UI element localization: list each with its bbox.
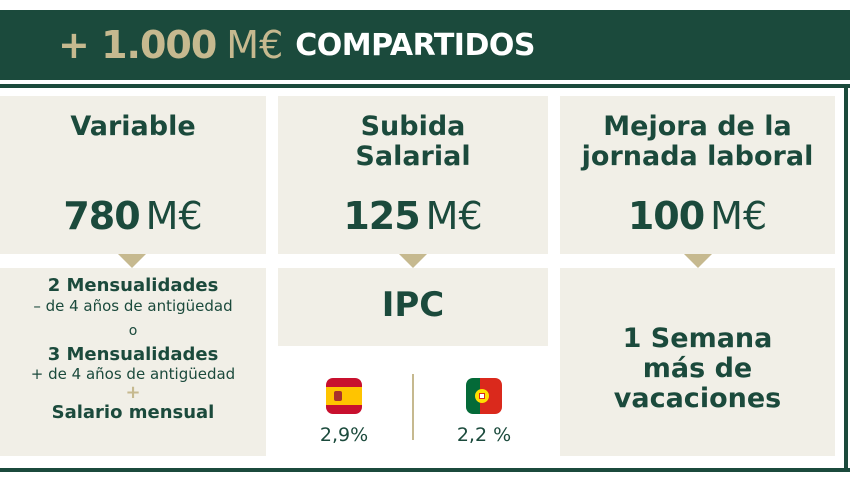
salary-raise-card: Subida Salarial 125 M€ bbox=[278, 96, 548, 254]
frame-right-border bbox=[844, 84, 848, 472]
ipc-label: IPC bbox=[381, 285, 445, 325]
salary-raise-title: Subida Salarial bbox=[355, 111, 471, 173]
portugal-flag-icon bbox=[466, 378, 502, 414]
portugal-percentage: 2,2 % bbox=[456, 424, 512, 446]
header-banner: + 1.000 M€ COMPARTIDOS bbox=[0, 10, 850, 80]
variable-title: Variable bbox=[70, 111, 196, 142]
vacation-card: 1 Semana más de vacaciones bbox=[560, 268, 835, 456]
workday-arrow-icon bbox=[684, 254, 712, 268]
workday-title: Mejora de la jornada laboral bbox=[581, 111, 814, 173]
ipc-card: IPC bbox=[278, 268, 548, 346]
header-unit: M€ bbox=[226, 23, 284, 67]
salary-raise-unit: M€ bbox=[425, 194, 483, 238]
variable-card: Variable 780 M€ bbox=[0, 96, 266, 254]
detail-three-payments-note: + de 4 años de antigüedad bbox=[30, 365, 236, 384]
variable-unit: M€ bbox=[145, 194, 203, 238]
content-frame bbox=[0, 84, 850, 472]
header-amount: + 1.000 bbox=[58, 23, 217, 67]
variable-details-list: 2 Mensualidades – de 4 años de antigüeda… bbox=[0, 268, 266, 424]
spain-percentage: 2,9% bbox=[319, 424, 369, 446]
detail-two-payments-note: – de 4 años de antigüedad bbox=[33, 296, 233, 315]
detail-or-separator: o bbox=[128, 322, 138, 339]
workday-amount: 100 bbox=[627, 194, 705, 238]
detail-three-payments: 3 Mensualidades bbox=[47, 343, 219, 365]
detail-two-payments: 2 Mensualidades bbox=[47, 275, 219, 296]
country-divider bbox=[412, 374, 414, 440]
vacation-label: 1 Semana más de vacaciones bbox=[613, 323, 782, 415]
workday-card: Mejora de la jornada laboral 100 M€ bbox=[560, 96, 835, 254]
salary-raise-amount: 125 bbox=[343, 194, 420, 238]
header-label: COMPARTIDOS bbox=[295, 27, 535, 63]
detail-monthly-salary: Salario mensual bbox=[51, 402, 215, 424]
spain-flag-icon bbox=[326, 378, 362, 414]
variable-amount: 780 bbox=[63, 194, 140, 238]
variable-arrow-icon bbox=[118, 254, 146, 268]
salary-raise-arrow-icon bbox=[399, 254, 427, 268]
workday-unit: M€ bbox=[710, 194, 768, 238]
workday-value: 100 M€ bbox=[560, 194, 835, 238]
salary-raise-value: 125 M€ bbox=[278, 194, 548, 238]
variable-value: 780 M€ bbox=[0, 194, 266, 238]
variable-details-card: 2 Mensualidades – de 4 años de antigüeda… bbox=[0, 268, 266, 456]
detail-plus-sign: + bbox=[125, 382, 141, 404]
